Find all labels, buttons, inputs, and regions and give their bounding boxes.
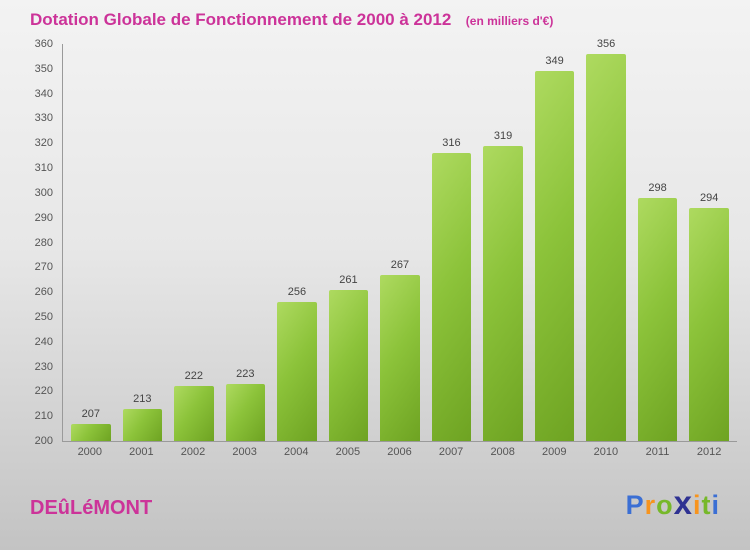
y-tick-label: 280 xyxy=(34,236,53,249)
bar xyxy=(637,197,678,441)
bar-value-label: 261 xyxy=(339,273,358,286)
y-tick-label: 340 xyxy=(34,87,53,100)
location-label: DEûLéMONT xyxy=(30,497,153,519)
logo-letter: i xyxy=(692,490,702,520)
y-tick-label: 220 xyxy=(34,385,53,398)
x-tick-label: 2006 xyxy=(387,446,412,458)
bar-slot: 267 xyxy=(380,44,420,441)
bar-slot: 222 xyxy=(174,44,214,441)
y-tick-label: 330 xyxy=(34,112,53,125)
bar xyxy=(483,145,523,441)
x-tick-label: 2008 xyxy=(490,446,515,458)
bars-container: 207 213 222 223 256 261 267 316 319 349 356 298 294 xyxy=(63,38,737,441)
chart-subtitle: (en milliers d'€) xyxy=(465,14,554,28)
bar-slot: 207 xyxy=(71,44,111,441)
bar-value-label: 267 xyxy=(390,258,410,271)
proxiti-logo: Proxiti xyxy=(626,484,720,522)
x-axis-labels: 2000 2001 2002 2003 2004 2005 2006 2007 2008 2009… xyxy=(62,441,737,458)
bar-value-label: 298 xyxy=(648,181,667,194)
y-tick-label: 320 xyxy=(34,137,53,150)
bar-value-label: 222 xyxy=(184,370,203,383)
x-tick-label: 2010 xyxy=(593,446,619,458)
logo-letter: o xyxy=(656,490,674,520)
bar-value-label: 316 xyxy=(442,137,461,150)
y-tick-label: 300 xyxy=(34,186,53,199)
bar-value-label: 356 xyxy=(596,37,616,50)
y-axis-labels: 360 350 340 330 320 310 300 290 280 270 260 250 240 2… xyxy=(14,38,62,447)
bar-value-label: 213 xyxy=(133,392,152,405)
bar-value-label: 349 xyxy=(545,55,564,68)
bar-slot: 316 xyxy=(431,44,472,441)
bar-slot: 294 xyxy=(689,44,729,441)
y-tick-label: 200 xyxy=(34,435,53,447)
logo-letter: x xyxy=(673,484,693,521)
bar-slot: 261 xyxy=(328,44,369,441)
x-tick-label: 2011 xyxy=(645,446,670,458)
plot-area: 207 213 222 223 256 261 267 316 319 349 356 298 294 xyxy=(62,38,737,442)
bar xyxy=(431,153,472,441)
bar-slot: 319 xyxy=(483,44,523,441)
y-tick-label: 230 xyxy=(34,360,53,373)
x-tick-label: 2001 xyxy=(129,446,154,458)
chart-footer: DEûLéMONT Proxiti xyxy=(30,484,720,522)
bar xyxy=(71,423,111,441)
bar-value-label: 207 xyxy=(81,407,100,420)
bar-slot: 256 xyxy=(277,44,317,441)
x-tick-label: 2009 xyxy=(542,446,567,458)
bar xyxy=(534,71,575,441)
y-tick-label: 360 xyxy=(34,38,53,50)
chart-header: Dotation Globale de Fonctionnement de 20… xyxy=(0,0,750,30)
bar-chart: 360 350 340 330 320 310 300 290 280 270 260 250 240 2… xyxy=(14,38,737,458)
bar xyxy=(277,302,317,441)
y-tick-label: 270 xyxy=(34,261,53,274)
bar-slot: 213 xyxy=(122,44,163,441)
bar-value-label: 319 xyxy=(493,129,513,142)
x-tick-label: 2007 xyxy=(438,446,464,458)
x-tick-label: 2004 xyxy=(284,446,309,458)
bar-slot: 356 xyxy=(586,38,626,441)
y-tick-label: 250 xyxy=(34,310,53,323)
x-tick-label: 2005 xyxy=(335,446,361,458)
x-tick-label: 2002 xyxy=(180,446,206,458)
bar-value-label: 223 xyxy=(236,367,255,380)
logo-letter: r xyxy=(644,490,657,520)
bar xyxy=(328,289,369,441)
x-axis-row: 2000 2001 2002 2003 2004 2005 2006 2007 2008 2009… xyxy=(14,441,737,458)
bar xyxy=(689,207,729,441)
logo-letter: P xyxy=(625,490,645,520)
y-tick-label: 240 xyxy=(34,335,53,348)
bar xyxy=(122,408,163,441)
bar xyxy=(586,53,626,441)
bar-slot: 349 xyxy=(534,44,575,441)
bar xyxy=(174,386,214,441)
y-tick-label: 210 xyxy=(34,410,53,423)
x-tick-label: 2000 xyxy=(77,446,103,458)
y-tick-label: 350 xyxy=(34,62,53,75)
logo-letter: t xyxy=(701,490,712,520)
y-tick-label: 310 xyxy=(34,162,53,175)
bar-value-label: 256 xyxy=(287,286,307,299)
x-tick-label: 2012 xyxy=(696,446,722,458)
bar-value-label: 294 xyxy=(699,191,719,204)
y-tick-label: 290 xyxy=(34,211,53,224)
chart-title: Dotation Globale de Fonctionnement de 20… xyxy=(30,10,452,29)
bar-slot: 298 xyxy=(637,44,678,441)
y-tick-label: 260 xyxy=(34,286,53,299)
bar xyxy=(225,383,266,441)
bar-slot: 223 xyxy=(225,44,266,441)
chart-row: 360 350 340 330 320 310 300 290 280 270 260 250 240 2… xyxy=(14,38,737,447)
bar xyxy=(380,274,420,441)
logo-letter: i xyxy=(711,490,720,520)
x-tick-label: 2003 xyxy=(232,446,257,458)
